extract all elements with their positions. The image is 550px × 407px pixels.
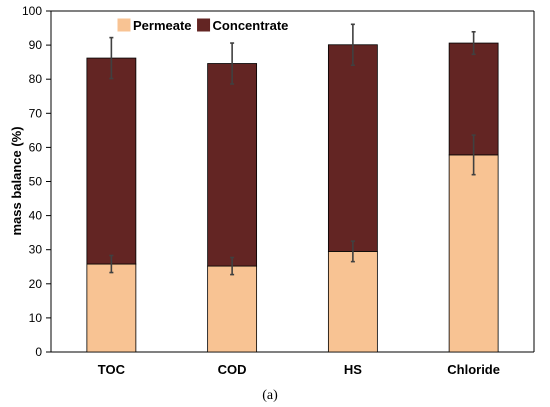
error-bar-permeate-chloride (471, 134, 476, 176)
x-category-label: COD (218, 362, 247, 377)
legend-label: Permeate (133, 18, 192, 33)
bar-permeate-toc (86, 263, 137, 353)
error-bars (109, 23, 476, 276)
error-bar-concentrate-chloride (471, 31, 476, 56)
x-category-label: TOC (98, 362, 126, 377)
y-tick-label: 60 (29, 140, 43, 154)
legend: Permeate Concentrate (117, 18, 289, 33)
bar-permeate-cod (207, 265, 258, 353)
x-categories: TOC COD HS Chloride (98, 362, 500, 377)
y-tick-label: 0 (35, 345, 42, 359)
bar-concentrate-toc (86, 57, 137, 265)
bar-concentrate-hs (327, 44, 378, 252)
y-tick-label: 100 (22, 4, 42, 18)
error-bar-permeate-cod (230, 256, 235, 276)
y-tick-label: 50 (29, 175, 43, 189)
legend-swatch (197, 18, 211, 32)
y-tick-label: 20 (29, 277, 43, 291)
y-tick-label: 40 (29, 209, 43, 223)
y-tick-label: 70 (29, 106, 43, 120)
error-bar-concentrate-hs (350, 23, 355, 67)
legend-label: Concentrate (213, 18, 289, 33)
y-tick-label: 90 (29, 38, 43, 52)
x-category-label: Chloride (447, 362, 500, 377)
legend-swatch (117, 18, 131, 32)
bars (86, 42, 499, 353)
error-bar-concentrate-toc (109, 36, 114, 80)
y-tick-label: 10 (29, 311, 43, 325)
error-bar-concentrate-cod (230, 42, 235, 85)
bar-permeate-hs (327, 251, 378, 353)
y-tick-label: 30 (29, 243, 43, 257)
error-bar-permeate-toc (109, 254, 114, 274)
y-ticks: 0 10 20 30 40 50 60 70 80 90 100 (22, 4, 51, 359)
bar-permeate-chloride (448, 154, 499, 353)
figure-caption: (a) (262, 388, 278, 403)
bar-concentrate-cod (207, 63, 258, 267)
legend-item-permeate: Permeate (117, 18, 192, 33)
y-axis-title: mass balance (%) (9, 126, 24, 235)
y-tick-label: 80 (29, 72, 43, 86)
legend-item-concentrate: Concentrate (197, 18, 289, 33)
x-category-label: HS (344, 362, 362, 377)
error-bar-permeate-hs (350, 240, 355, 263)
